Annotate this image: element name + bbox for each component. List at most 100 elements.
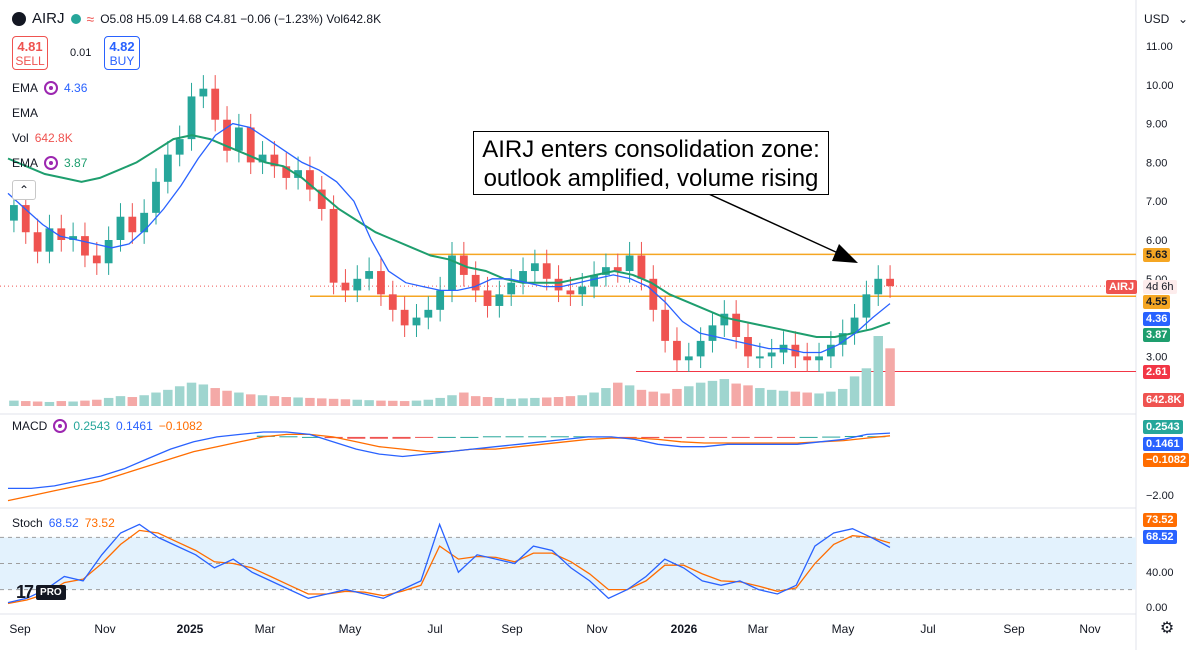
candle-body [365,271,374,279]
volume-bar [814,393,824,406]
candle-body [294,170,302,178]
volume-bar [293,397,303,406]
time-tick-label: May [832,622,855,636]
candle-body [306,170,314,190]
volume-bar [281,397,291,406]
time-tick-label: 2025 [177,622,204,636]
volume-bar [553,397,564,406]
macd-histogram-bar [302,436,321,438]
volume-bar [766,389,777,406]
macd-histogram-bar [528,436,547,438]
volume-bar [328,398,339,406]
annotation-callout[interactable]: AIRJ enters consolidation zone: outlook … [473,131,829,195]
candle-body [21,205,30,233]
settings-icon[interactable] [53,419,68,433]
candle-body [10,205,18,221]
legend-stoch[interactable]: Stoch 68.52 73.52 [12,516,115,530]
candle-body [637,255,646,279]
macd-histogram-bar [550,436,569,438]
legend-macd[interactable]: MACD 0.2543 0.1461 −0.1082 [12,419,202,433]
macd-signal-value: 0.1461 [116,419,153,433]
candle-body [625,255,634,272]
settings-icon[interactable] [44,81,59,95]
ema-label: EMA [12,106,39,120]
volume-bar [731,383,741,406]
settings-gear-icon[interactable]: ⚙ [1159,620,1175,637]
time-tick-label: Jul [427,622,442,636]
macd-histogram-bar [573,436,592,438]
price-tick-label: 10.00 [1146,80,1174,92]
candle-body [886,278,894,287]
candle-body [554,278,563,291]
macd-value: 0.2543 [73,419,111,433]
macd-line [8,431,891,490]
volume-bar [802,392,812,406]
chevron-up-icon: ⌃ [18,183,30,197]
macd-histogram-bar [369,436,388,439]
candle-body [566,290,575,295]
legend-ema-3[interactable]: EMA 3.87 [12,156,87,170]
stoch-k-tag: 68.52 [1143,530,1177,544]
symbol-header: AIRJ ≈ O5.08 H5.09 L4.68 C4.81 −0.06 (−1… [12,10,381,27]
volume-bar [364,400,374,406]
candle-body [874,278,883,295]
collapse-legend-button[interactable]: ⌃ [12,180,36,200]
settings-icon[interactable] [44,156,59,170]
volume-bar [778,390,789,406]
time-tick-label: Nov [1079,622,1100,636]
currency-selector[interactable]: USD ⌄ [1138,8,1194,30]
currency-label: USD [1144,12,1170,26]
volume-bar [56,401,67,406]
candle-body [211,88,220,120]
tradingview-pro-logo: 17 PRO [16,582,66,602]
volume-bar [541,397,552,406]
legend-ema-1[interactable]: EMA 4.36 [12,81,87,95]
macd-hist-tag: −0.1082 [1143,453,1190,467]
market-status-icon [70,13,81,24]
countdown-tag: 4d 6h [1143,280,1177,294]
volume-bar [755,388,765,406]
volume-bar [494,397,505,406]
candle-body [424,309,433,318]
candle-body [590,274,598,287]
volume-bar [44,401,55,406]
candle-body [720,313,729,326]
volume-bar [565,396,576,406]
spread-value: 0.01 [70,47,92,59]
legend-ema-2[interactable]: EMA [12,106,38,120]
volume-bar [636,389,647,406]
macd-tag: 0.2543 [1143,420,1183,434]
macd-histogram-bar [279,436,298,438]
candle-body [223,119,231,151]
volume-bar [624,385,635,406]
buy-button[interactable]: 4.82 BUY [104,36,140,70]
candle-body [377,271,385,295]
stoch-d-value: 73.52 [84,516,115,530]
macd-histogram-bar [347,436,366,439]
candle-body [767,352,776,357]
volume-bar [163,389,173,406]
candle-body [140,212,149,233]
volume-bar [68,401,78,406]
macd-histogram-bar [663,436,682,439]
candle-body [436,290,445,310]
candle-body [542,263,551,279]
volume-bar [234,392,244,406]
ema-value: 4.36 [64,81,88,95]
sell-button[interactable]: 4.81 SELL [12,36,48,70]
candle-body [282,166,291,178]
annotation-line-1: AIRJ enters consolidation zone: [482,136,820,163]
volume-bar [305,397,315,406]
volume-bar [139,395,149,406]
macd-histogram-bar [686,436,705,438]
candle-body [519,271,527,283]
volume-bar [873,336,883,406]
annotation-line-2: outlook amplified, volume rising [483,165,819,192]
volume-bar [826,391,836,406]
macd-histogram-bar [482,436,502,438]
candle-body [104,240,113,264]
legend-volume[interactable]: Vol 642.8K [12,131,73,145]
volume-bar [790,391,801,406]
buy-label: BUY [109,54,135,68]
